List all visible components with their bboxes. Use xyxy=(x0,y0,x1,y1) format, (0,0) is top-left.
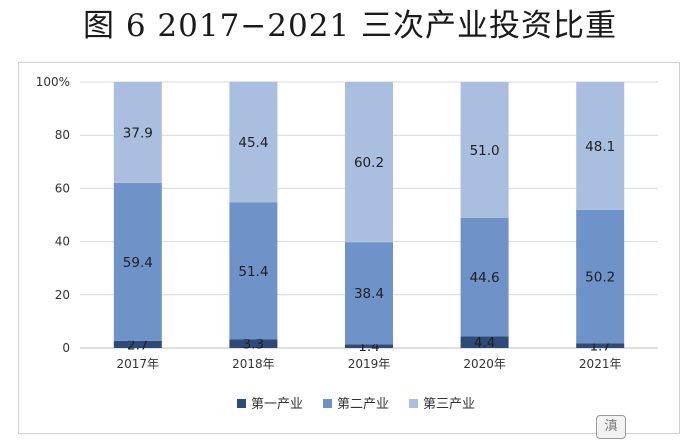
data-label: 44.6 xyxy=(470,270,500,286)
legend-swatch xyxy=(409,399,418,408)
data-label: 48.1 xyxy=(585,139,615,155)
x-tick-label: 2021年 xyxy=(579,357,622,371)
data-label: 2.7 xyxy=(127,337,148,353)
chart-title: 图 6 2017−2021 三次产业投资比重 xyxy=(82,8,618,44)
bar-segment xyxy=(345,344,393,348)
bar-segment xyxy=(460,336,509,348)
bar-segment xyxy=(345,242,393,345)
y-tick-label: 40 xyxy=(55,235,70,249)
bar-segment xyxy=(229,202,278,340)
data-label: 51.0 xyxy=(470,143,500,159)
data-label: 37.9 xyxy=(123,125,153,141)
y-tick-label: 60 xyxy=(55,181,70,195)
legend-swatch xyxy=(237,399,246,408)
data-label: 59.4 xyxy=(123,255,153,271)
bar-segment xyxy=(113,340,162,348)
data-label: 60.2 xyxy=(354,155,384,171)
y-tick-label: 100% xyxy=(36,75,70,89)
data-label: 51.4 xyxy=(238,264,268,280)
x-tick-label: 2020年 xyxy=(463,357,506,371)
x-tick-label: 2017年 xyxy=(117,357,160,371)
bar-segment xyxy=(460,217,509,337)
bar-segment xyxy=(345,82,393,243)
legend-label: 第二产业 xyxy=(337,397,389,412)
y-tick-label: 20 xyxy=(55,288,70,302)
stacked-bar-chart: 0 20 40 60 80 100% 2.7 59.4 37.9 2017年 3.3 51.4 45.4… xyxy=(36,75,658,412)
x-tick-label: 2018年 xyxy=(232,357,275,371)
data-label: 4.4 xyxy=(474,335,495,351)
watermark-logo: 滇 xyxy=(596,415,626,439)
data-label: 38.4 xyxy=(354,286,384,302)
bar-segment xyxy=(113,182,162,341)
bar-segment xyxy=(229,81,278,203)
bar-segment xyxy=(576,82,625,210)
bar-segment xyxy=(460,82,509,218)
legend-label: 第三产业 xyxy=(423,397,475,412)
data-label: 50.2 xyxy=(585,270,615,286)
bar-segment xyxy=(113,82,162,183)
y-tick-label: 80 xyxy=(55,128,70,142)
x-tick-label: 2019年 xyxy=(348,357,391,371)
data-label: 45.4 xyxy=(238,135,268,151)
bar-segment xyxy=(576,343,625,348)
legend-label: 第一产业 xyxy=(251,397,303,412)
bar-segment xyxy=(229,339,278,348)
data-label: 3.3 xyxy=(243,337,264,353)
legend-swatch xyxy=(323,399,332,408)
bar-segment xyxy=(576,209,625,344)
y-tick-label: 0 xyxy=(62,341,70,355)
